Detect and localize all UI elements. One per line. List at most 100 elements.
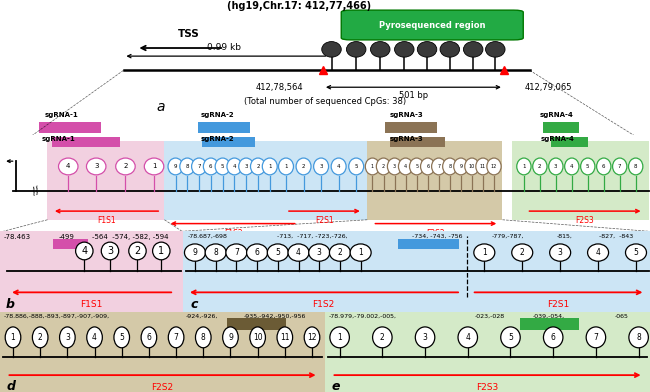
- Text: 0.99 kb: 0.99 kb: [207, 43, 241, 52]
- Text: 4: 4: [570, 164, 573, 169]
- FancyBboxPatch shape: [198, 122, 250, 132]
- Text: 9: 9: [174, 164, 177, 169]
- FancyBboxPatch shape: [520, 318, 578, 330]
- Text: 12: 12: [307, 333, 317, 342]
- FancyBboxPatch shape: [367, 141, 502, 220]
- Text: -564  -574, -582, -594: -564 -574, -582, -594: [92, 234, 168, 241]
- Text: b: b: [5, 298, 14, 310]
- Text: e: e: [332, 379, 340, 392]
- Text: 1: 1: [268, 164, 272, 169]
- Ellipse shape: [101, 242, 119, 260]
- Ellipse shape: [227, 158, 242, 175]
- Ellipse shape: [612, 158, 627, 175]
- Ellipse shape: [129, 242, 146, 260]
- Text: 5: 5: [508, 333, 513, 342]
- Ellipse shape: [313, 158, 329, 175]
- Text: 8: 8: [634, 164, 638, 169]
- Text: 1: 1: [152, 163, 156, 169]
- Ellipse shape: [370, 42, 390, 57]
- Ellipse shape: [144, 158, 164, 175]
- Text: 2: 2: [124, 163, 127, 169]
- Ellipse shape: [580, 158, 595, 175]
- FancyBboxPatch shape: [202, 137, 255, 147]
- Text: sgRNA-2: sgRNA-2: [201, 136, 235, 142]
- Text: 1: 1: [522, 164, 526, 169]
- Ellipse shape: [153, 242, 170, 260]
- Ellipse shape: [330, 327, 350, 348]
- FancyBboxPatch shape: [0, 231, 183, 312]
- FancyBboxPatch shape: [543, 122, 578, 132]
- Text: -78.886,-888,-893,-897,-907,-909,: -78.886,-888,-893,-897,-907,-909,: [3, 314, 109, 319]
- Text: 2: 2: [538, 164, 541, 169]
- Text: sgRNA-1: sgRNA-1: [45, 112, 79, 118]
- Text: 5: 5: [634, 248, 638, 257]
- Ellipse shape: [387, 158, 402, 175]
- Text: 8: 8: [636, 333, 641, 342]
- Ellipse shape: [267, 244, 289, 261]
- Text: 3: 3: [317, 248, 322, 257]
- Ellipse shape: [262, 158, 278, 175]
- Ellipse shape: [486, 42, 505, 57]
- Ellipse shape: [346, 42, 366, 57]
- Text: 10: 10: [253, 333, 263, 342]
- Text: 4: 4: [404, 164, 407, 169]
- Text: F1S2: F1S2: [225, 229, 243, 238]
- Ellipse shape: [203, 158, 218, 175]
- Ellipse shape: [114, 327, 129, 348]
- Text: 4: 4: [233, 164, 236, 169]
- Ellipse shape: [322, 42, 341, 57]
- Text: 8: 8: [185, 164, 189, 169]
- Text: 3: 3: [107, 246, 113, 256]
- Ellipse shape: [246, 244, 268, 261]
- Ellipse shape: [304, 327, 320, 348]
- Ellipse shape: [86, 158, 106, 175]
- Text: -815,: -815,: [556, 234, 573, 239]
- Ellipse shape: [586, 327, 606, 348]
- Ellipse shape: [205, 244, 226, 261]
- Ellipse shape: [365, 158, 380, 175]
- Ellipse shape: [629, 158, 643, 175]
- Text: 7: 7: [437, 164, 440, 169]
- Text: 6: 6: [209, 164, 213, 169]
- Text: -827,  -843: -827, -843: [599, 234, 633, 239]
- Ellipse shape: [398, 158, 413, 175]
- FancyBboxPatch shape: [398, 238, 459, 249]
- Text: F2S2: F2S2: [151, 383, 174, 392]
- FancyBboxPatch shape: [39, 122, 101, 132]
- Text: F2S3: F2S3: [576, 216, 594, 225]
- Ellipse shape: [58, 158, 78, 175]
- Text: 3: 3: [554, 164, 558, 169]
- Ellipse shape: [588, 244, 608, 261]
- Ellipse shape: [517, 158, 531, 175]
- Text: 2: 2: [38, 333, 42, 342]
- Text: 5: 5: [415, 164, 418, 169]
- Ellipse shape: [60, 327, 75, 348]
- Text: F2S1: F2S1: [547, 300, 569, 309]
- Text: 7: 7: [174, 333, 179, 342]
- Text: 4: 4: [66, 163, 70, 169]
- Ellipse shape: [192, 158, 207, 175]
- Text: 9: 9: [192, 248, 198, 257]
- Text: 3: 3: [65, 333, 70, 342]
- Text: F2S3: F2S3: [476, 383, 499, 392]
- Text: 10: 10: [469, 164, 475, 169]
- Text: 11: 11: [280, 333, 289, 342]
- Text: 4: 4: [465, 333, 470, 342]
- Text: 5: 5: [276, 248, 280, 257]
- FancyBboxPatch shape: [47, 141, 164, 220]
- Text: 7: 7: [198, 164, 201, 169]
- Ellipse shape: [296, 158, 311, 175]
- FancyBboxPatch shape: [164, 141, 367, 220]
- Text: 1: 1: [482, 248, 487, 257]
- Ellipse shape: [250, 327, 265, 348]
- Text: 412,78,564: 412,78,564: [255, 83, 303, 92]
- Text: 7: 7: [618, 164, 621, 169]
- Text: -065: -065: [614, 314, 628, 319]
- Ellipse shape: [239, 158, 254, 175]
- FancyBboxPatch shape: [183, 231, 650, 312]
- Ellipse shape: [350, 244, 371, 261]
- Ellipse shape: [421, 158, 435, 175]
- FancyBboxPatch shape: [390, 137, 445, 147]
- FancyBboxPatch shape: [325, 312, 650, 392]
- Ellipse shape: [443, 158, 457, 175]
